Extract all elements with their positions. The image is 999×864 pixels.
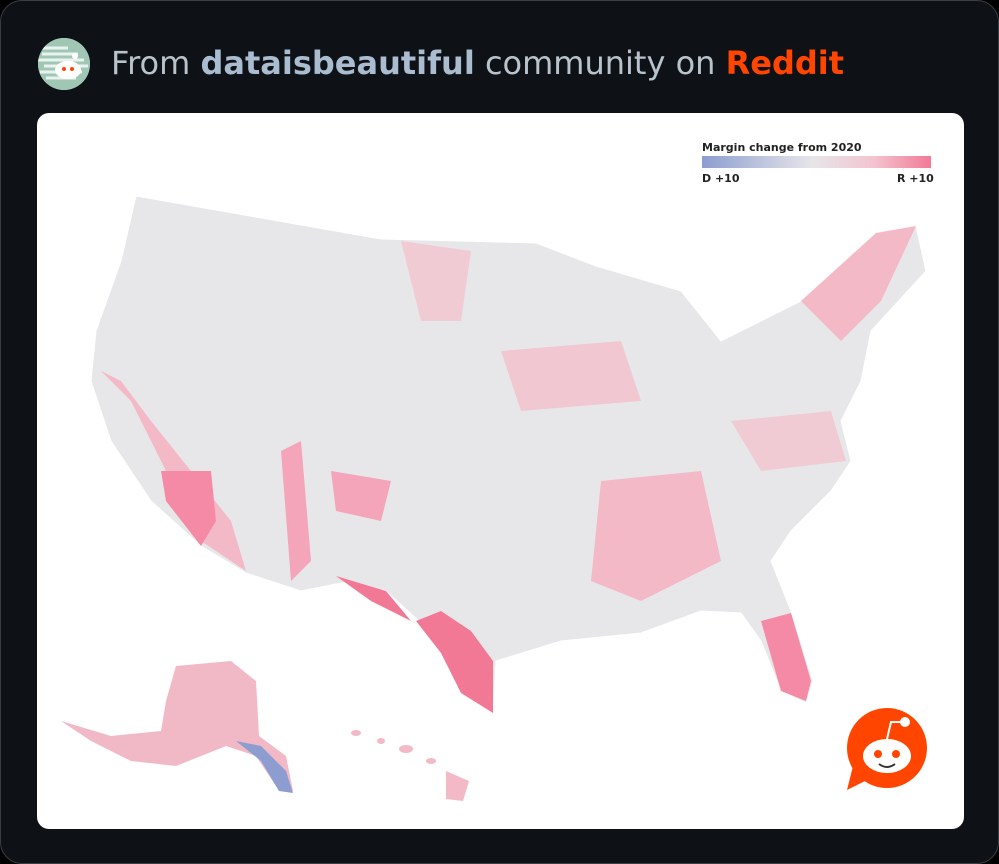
legend-gradient (702, 156, 931, 168)
community-avatar[interactable] (38, 38, 90, 90)
header-middle: community on (484, 44, 716, 82)
hawaii (351, 730, 469, 801)
community-name[interactable]: dataisbeautiful (200, 44, 475, 82)
image-panel: Margin change from 2020 D +10 R +10 (37, 113, 964, 829)
legend-left-label: D +10 (702, 172, 740, 185)
site-name[interactable]: Reddit (725, 44, 845, 82)
county-map (61, 195, 927, 801)
alaska-southeast (236, 741, 293, 793)
avatar-icon (38, 38, 90, 90)
legend-title: Margin change from 2020 (702, 141, 862, 154)
header-prefix: From (111, 44, 191, 82)
header: From dataisbeautiful community on Reddit (111, 41, 844, 85)
alaska (61, 661, 293, 791)
legend-right-label: R +10 (897, 172, 934, 185)
shift-patches (101, 226, 916, 713)
reddit-logo[interactable] (847, 708, 927, 790)
